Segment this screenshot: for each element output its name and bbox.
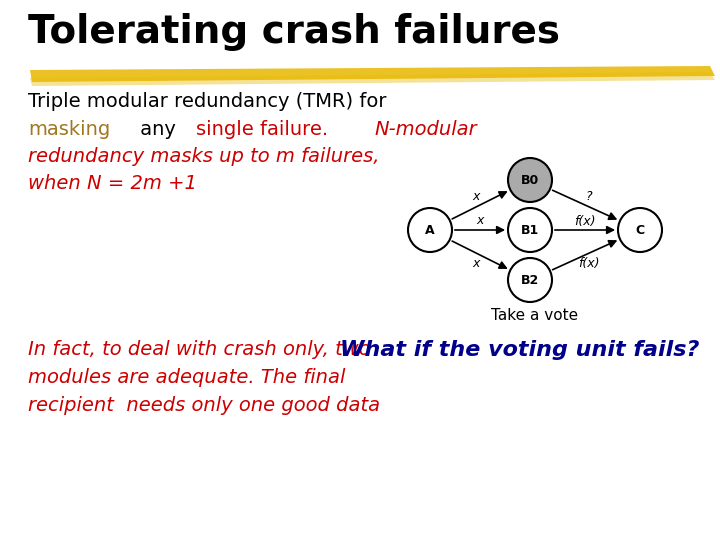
Text: single failure.: single failure. [197, 120, 335, 139]
Text: What if the voting unit fails?: What if the voting unit fails? [340, 340, 699, 360]
Polygon shape [30, 66, 715, 82]
Circle shape [508, 158, 552, 202]
Text: recipient  needs only one good data: recipient needs only one good data [28, 396, 380, 415]
Text: x: x [477, 214, 484, 227]
Text: Tolerating crash failures: Tolerating crash failures [28, 13, 560, 51]
Text: N-modular: N-modular [375, 120, 477, 139]
Text: In fact, to deal with crash only, two: In fact, to deal with crash only, two [28, 340, 371, 359]
Text: f(x): f(x) [578, 256, 600, 269]
Text: when N = 2m +1: when N = 2m +1 [28, 174, 197, 193]
Circle shape [508, 208, 552, 252]
Text: any: any [134, 120, 182, 139]
Polygon shape [30, 72, 715, 86]
Text: redundancy masks up to m failures,: redundancy masks up to m failures, [28, 147, 379, 166]
Text: Take a vote: Take a vote [492, 308, 579, 323]
Text: modules are adequate. The final: modules are adequate. The final [28, 368, 346, 387]
Text: B1: B1 [521, 224, 539, 237]
Circle shape [408, 208, 452, 252]
Text: masking: masking [28, 120, 110, 139]
Text: ?: ? [585, 190, 592, 203]
Text: x: x [472, 256, 480, 269]
Text: B2: B2 [521, 273, 539, 287]
Circle shape [508, 258, 552, 302]
Text: B0: B0 [521, 173, 539, 186]
Text: x: x [472, 191, 480, 204]
Text: f(x): f(x) [575, 214, 595, 227]
Text: Triple modular redundancy (TMR) for: Triple modular redundancy (TMR) for [28, 92, 387, 111]
Circle shape [618, 208, 662, 252]
Text: C: C [636, 224, 644, 237]
Text: A: A [426, 224, 435, 237]
